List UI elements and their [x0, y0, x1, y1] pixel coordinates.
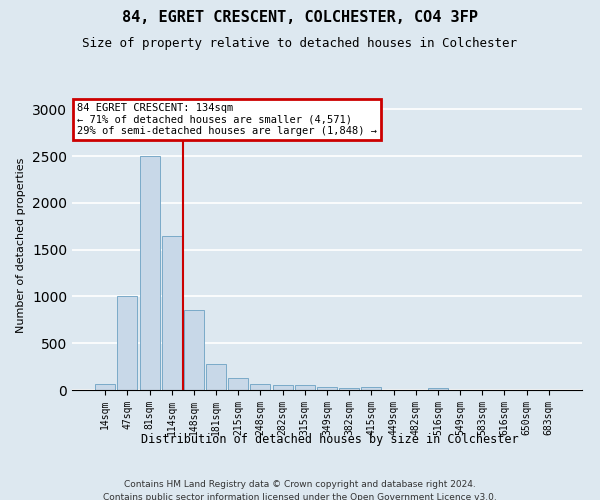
Y-axis label: Number of detached properties: Number of detached properties — [16, 158, 26, 332]
Bar — [118, 296, 137, 390]
Bar — [162, 236, 182, 390]
Bar — [295, 386, 315, 390]
Bar — [184, 310, 204, 390]
Text: 84 EGRET CRESCENT: 134sqm
← 71% of detached houses are smaller (4,571)
29% of se: 84 EGRET CRESCENT: 134sqm ← 71% of detac… — [77, 103, 377, 136]
Text: Contains HM Land Registry data © Crown copyright and database right 2024.: Contains HM Land Registry data © Crown c… — [124, 480, 476, 489]
Bar — [250, 384, 271, 390]
Bar — [361, 387, 382, 390]
Bar — [339, 388, 359, 390]
Text: Contains public sector information licensed under the Open Government Licence v3: Contains public sector information licen… — [103, 492, 497, 500]
Bar — [272, 386, 293, 390]
Bar — [140, 156, 160, 390]
Text: 84, EGRET CRESCENT, COLCHESTER, CO4 3FP: 84, EGRET CRESCENT, COLCHESTER, CO4 3FP — [122, 10, 478, 25]
Text: Size of property relative to detached houses in Colchester: Size of property relative to detached ho… — [83, 38, 517, 51]
Bar — [206, 364, 226, 390]
Bar — [95, 384, 115, 390]
Bar — [428, 388, 448, 390]
Text: Distribution of detached houses by size in Colchester: Distribution of detached houses by size … — [141, 432, 519, 446]
Bar — [228, 378, 248, 390]
Bar — [317, 387, 337, 390]
